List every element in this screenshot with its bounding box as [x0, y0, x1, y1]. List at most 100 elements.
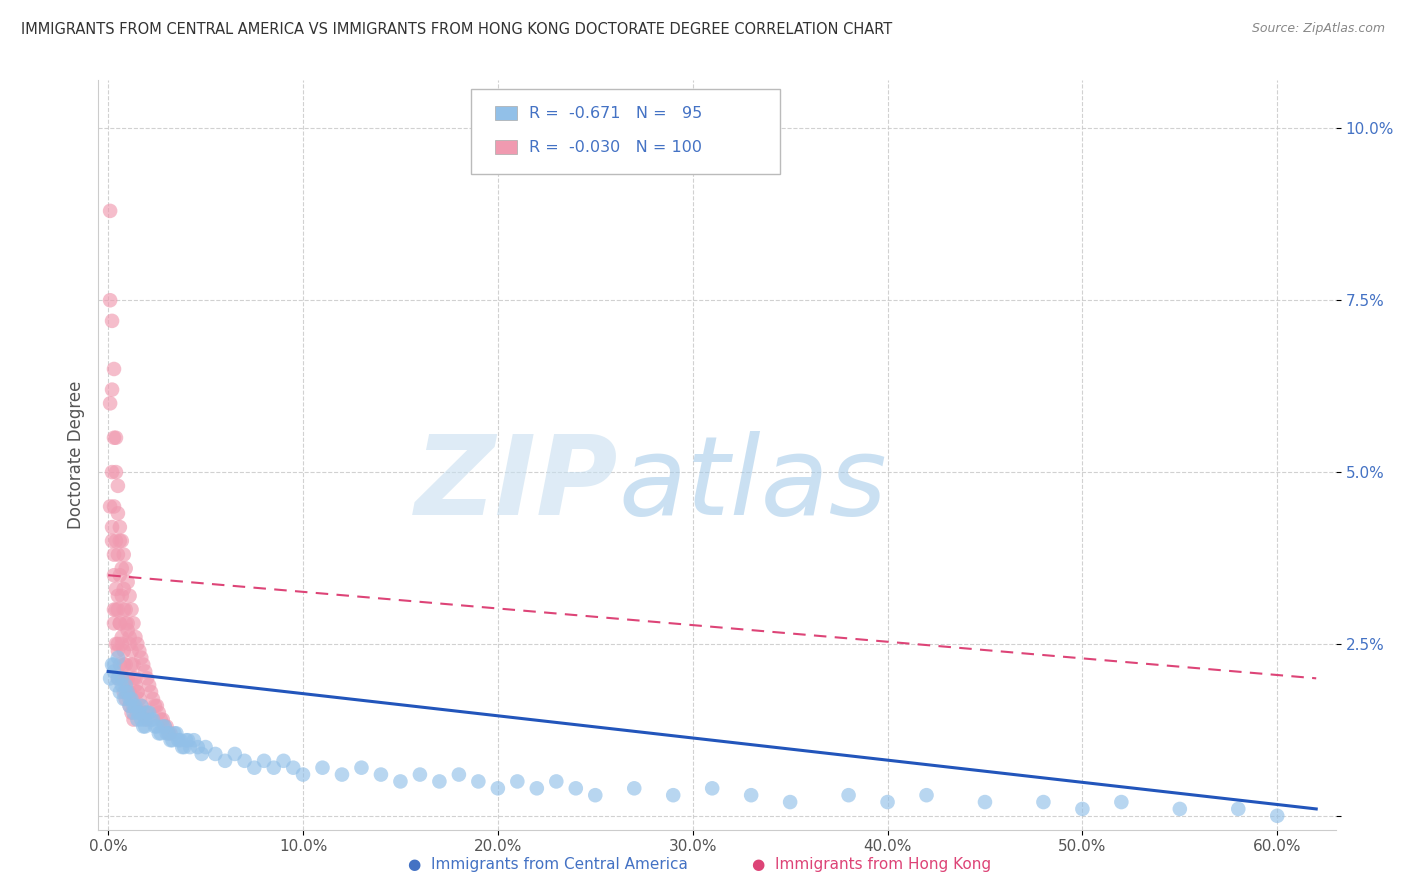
Point — [114, 616, 136, 631]
Point — [124, 630, 146, 644]
Point — [134, 713, 156, 727]
Point — [124, 671, 146, 685]
Point — [662, 788, 685, 802]
Point — [111, 630, 134, 644]
Point — [103, 431, 125, 445]
Point — [107, 507, 129, 521]
Point — [156, 726, 179, 740]
Point — [838, 788, 860, 802]
Point — [122, 657, 145, 672]
Point — [183, 733, 205, 747]
Point — [330, 767, 353, 781]
Point — [101, 314, 124, 328]
Point — [190, 747, 212, 761]
Point — [103, 568, 125, 582]
Point — [214, 754, 236, 768]
Point — [389, 774, 412, 789]
Point — [98, 500, 121, 514]
Point — [146, 719, 169, 733]
Point — [104, 431, 127, 445]
Point — [103, 548, 125, 562]
Point — [111, 671, 134, 685]
Point — [565, 781, 588, 796]
Point — [156, 719, 179, 733]
Point — [121, 657, 143, 672]
Point — [1032, 795, 1054, 809]
Point — [159, 733, 181, 747]
Point — [129, 650, 152, 665]
Point — [118, 685, 141, 699]
Text: Source: ZipAtlas.com: Source: ZipAtlas.com — [1251, 22, 1385, 36]
Point — [779, 795, 801, 809]
Point — [121, 692, 143, 706]
Point — [263, 761, 285, 775]
Point — [876, 795, 898, 809]
Point — [283, 761, 305, 775]
Point — [1111, 795, 1133, 809]
Point — [146, 698, 169, 713]
Point — [101, 465, 124, 479]
Point — [118, 637, 141, 651]
Point — [173, 740, 195, 755]
Point — [104, 678, 127, 692]
Point — [117, 685, 139, 699]
Point — [98, 396, 121, 410]
Point — [915, 788, 938, 802]
Point — [103, 616, 125, 631]
Point — [153, 719, 176, 733]
Point — [136, 713, 159, 727]
Point — [118, 698, 141, 713]
Point — [117, 671, 139, 685]
Point — [107, 637, 129, 651]
Text: IMMIGRANTS FROM CENTRAL AMERICA VS IMMIGRANTS FROM HONG KONG DOCTORATE DEGREE CO: IMMIGRANTS FROM CENTRAL AMERICA VS IMMIG… — [21, 22, 893, 37]
Point — [104, 533, 127, 548]
Point — [486, 781, 509, 796]
Point — [121, 706, 143, 720]
Point — [174, 733, 197, 747]
Point — [111, 637, 134, 651]
Point — [139, 713, 162, 727]
Point — [114, 602, 136, 616]
Point — [122, 698, 145, 713]
Point — [127, 685, 149, 699]
Point — [112, 548, 135, 562]
Point — [311, 761, 333, 775]
Point — [121, 602, 143, 616]
Point — [142, 713, 165, 727]
Point — [108, 533, 131, 548]
Point — [117, 616, 139, 631]
Point — [107, 671, 129, 685]
Point — [117, 624, 139, 638]
Point — [118, 589, 141, 603]
Point — [112, 582, 135, 596]
Point — [103, 500, 125, 514]
Point — [111, 678, 134, 692]
Point — [139, 685, 162, 699]
Point — [292, 767, 315, 781]
Point — [1265, 809, 1288, 823]
Point — [122, 616, 145, 631]
Point — [134, 665, 156, 679]
Point — [103, 665, 125, 679]
Point — [117, 575, 139, 590]
Point — [350, 761, 373, 775]
Point — [132, 706, 155, 720]
Point — [111, 533, 134, 548]
Point — [111, 561, 134, 575]
Point — [623, 781, 645, 796]
Point — [114, 671, 136, 685]
Point — [546, 774, 568, 789]
Point — [112, 685, 135, 699]
Point — [111, 589, 134, 603]
Point — [429, 774, 451, 789]
Point — [107, 548, 129, 562]
Point — [128, 692, 150, 706]
Point — [121, 644, 143, 658]
Point — [127, 685, 149, 699]
Point — [122, 706, 145, 720]
Point — [149, 726, 172, 740]
Point — [204, 747, 226, 761]
Point — [172, 740, 194, 755]
Point — [104, 637, 127, 651]
Point — [143, 719, 166, 733]
